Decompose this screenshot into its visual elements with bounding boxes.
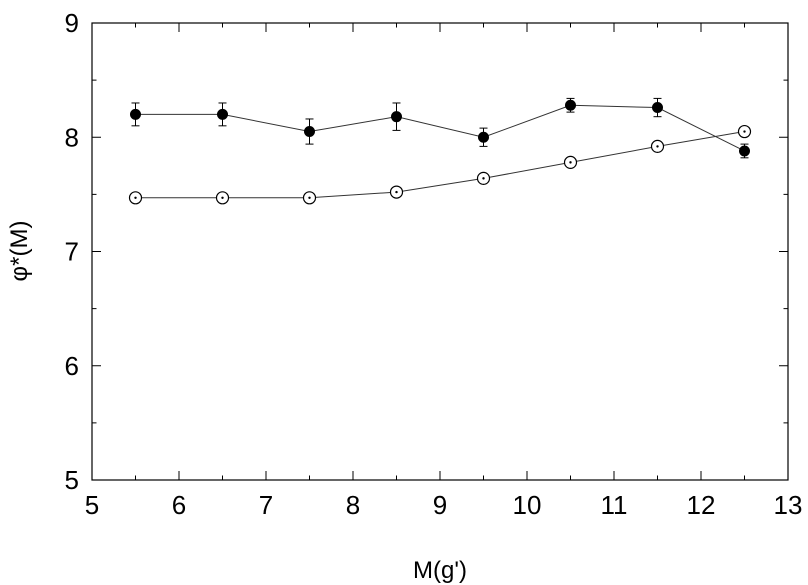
data-point xyxy=(130,108,141,120)
data-point xyxy=(217,108,228,120)
data-point xyxy=(739,145,750,157)
x-tick-label: 13 xyxy=(774,490,803,520)
axis-ticks xyxy=(91,22,789,481)
series-layer xyxy=(128,97,752,205)
series-1 xyxy=(130,97,750,159)
data-point xyxy=(565,99,576,111)
series-line xyxy=(135,131,745,199)
data-point-center xyxy=(482,177,485,180)
data-point-center xyxy=(395,190,398,194)
x-tick-label: 8 xyxy=(346,490,360,520)
x-tick-label: 5 xyxy=(85,490,99,520)
plot-area-frame xyxy=(91,22,789,481)
data-point-center xyxy=(134,196,137,200)
data-point-center xyxy=(308,196,311,200)
data-point-center xyxy=(221,196,224,200)
data-point-center xyxy=(656,145,659,148)
y-tick-label: 5 xyxy=(65,465,79,495)
x-tick-label: 9 xyxy=(433,490,447,520)
x-tick-label: 11 xyxy=(601,490,628,520)
y-tick-label: 6 xyxy=(65,351,79,381)
x-tick-labels: 5 6 7 8 9 10 11 12 13 xyxy=(85,490,803,520)
data-point-center xyxy=(569,161,572,164)
y-tick-label: 9 xyxy=(65,8,79,38)
series-line xyxy=(135,104,745,152)
y-tick-label: 8 xyxy=(65,122,79,152)
data-point xyxy=(391,111,402,123)
y-axis-label: φ*(M) xyxy=(6,221,33,282)
data-point-center xyxy=(743,130,746,133)
y-tick-labels: 5 6 7 8 9 xyxy=(65,8,79,495)
data-point xyxy=(304,126,315,138)
data-point xyxy=(652,102,663,114)
x-tick-label: 6 xyxy=(172,490,186,520)
y-tick-label: 7 xyxy=(65,237,79,267)
x-tick-label: 12 xyxy=(687,490,716,520)
x-tick-label: 10 xyxy=(513,490,542,520)
series-2 xyxy=(128,124,752,205)
x-tick-label: 7 xyxy=(259,490,273,520)
x-axis-label: M(g') xyxy=(413,557,467,584)
data-point xyxy=(478,131,489,143)
